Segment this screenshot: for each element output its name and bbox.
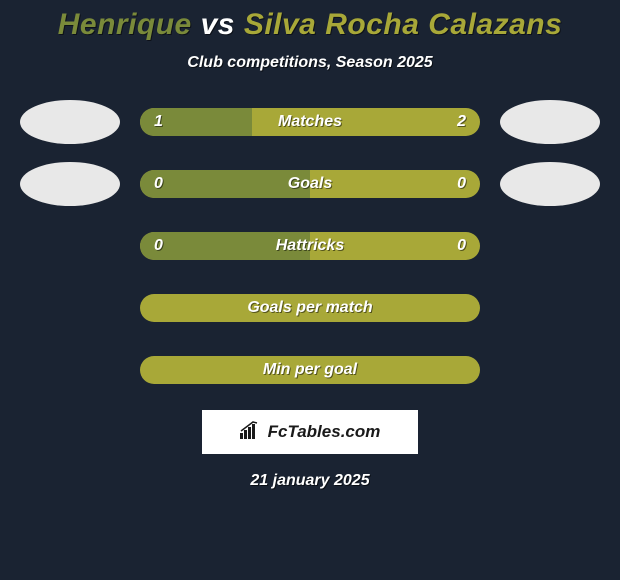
player1-avatar bbox=[20, 100, 120, 144]
stat-label: Hattricks bbox=[140, 237, 480, 255]
subtitle: Club competitions, Season 2025 bbox=[0, 54, 620, 72]
player2-avatar bbox=[500, 100, 600, 144]
player1-avatar bbox=[20, 162, 120, 206]
chart-icon bbox=[240, 421, 262, 444]
stat-value-player2: 2 bbox=[457, 113, 466, 131]
stat-label: Matches bbox=[140, 113, 480, 131]
stat-row: 1Matches2 bbox=[0, 100, 620, 144]
player2-name: Silva Rocha Calazans bbox=[244, 8, 562, 41]
player1-name: Henrique bbox=[58, 8, 192, 41]
stat-value-player2: 0 bbox=[457, 237, 466, 255]
player2-avatar bbox=[500, 162, 600, 206]
stat-bar: 0Hattricks0 bbox=[140, 232, 480, 260]
stat-bar: Goals per match bbox=[140, 294, 480, 322]
date-text: 21 january 2025 bbox=[0, 472, 620, 490]
stat-bar: 0Goals0 bbox=[140, 170, 480, 198]
brand-logo[interactable]: FcTables.com bbox=[202, 410, 418, 454]
stat-row: Goals per match bbox=[0, 286, 620, 330]
brand-text: FcTables.com bbox=[268, 422, 381, 442]
stat-row: 0Goals0 bbox=[0, 162, 620, 206]
stat-label: Goals bbox=[140, 175, 480, 193]
stat-label: Goals per match bbox=[140, 299, 480, 317]
stat-value-player2: 0 bbox=[457, 175, 466, 193]
vs-text: vs bbox=[201, 8, 235, 41]
stat-label: Min per goal bbox=[140, 361, 480, 379]
stat-bar: 1Matches2 bbox=[140, 108, 480, 136]
page-title: Henrique vs Silva Rocha Calazans bbox=[0, 8, 620, 42]
stat-bar: Min per goal bbox=[140, 356, 480, 384]
stats-bars: 1Matches20Goals00Hattricks0Goals per mat… bbox=[0, 100, 620, 392]
stat-row: Min per goal bbox=[0, 348, 620, 392]
stat-row: 0Hattricks0 bbox=[0, 224, 620, 268]
